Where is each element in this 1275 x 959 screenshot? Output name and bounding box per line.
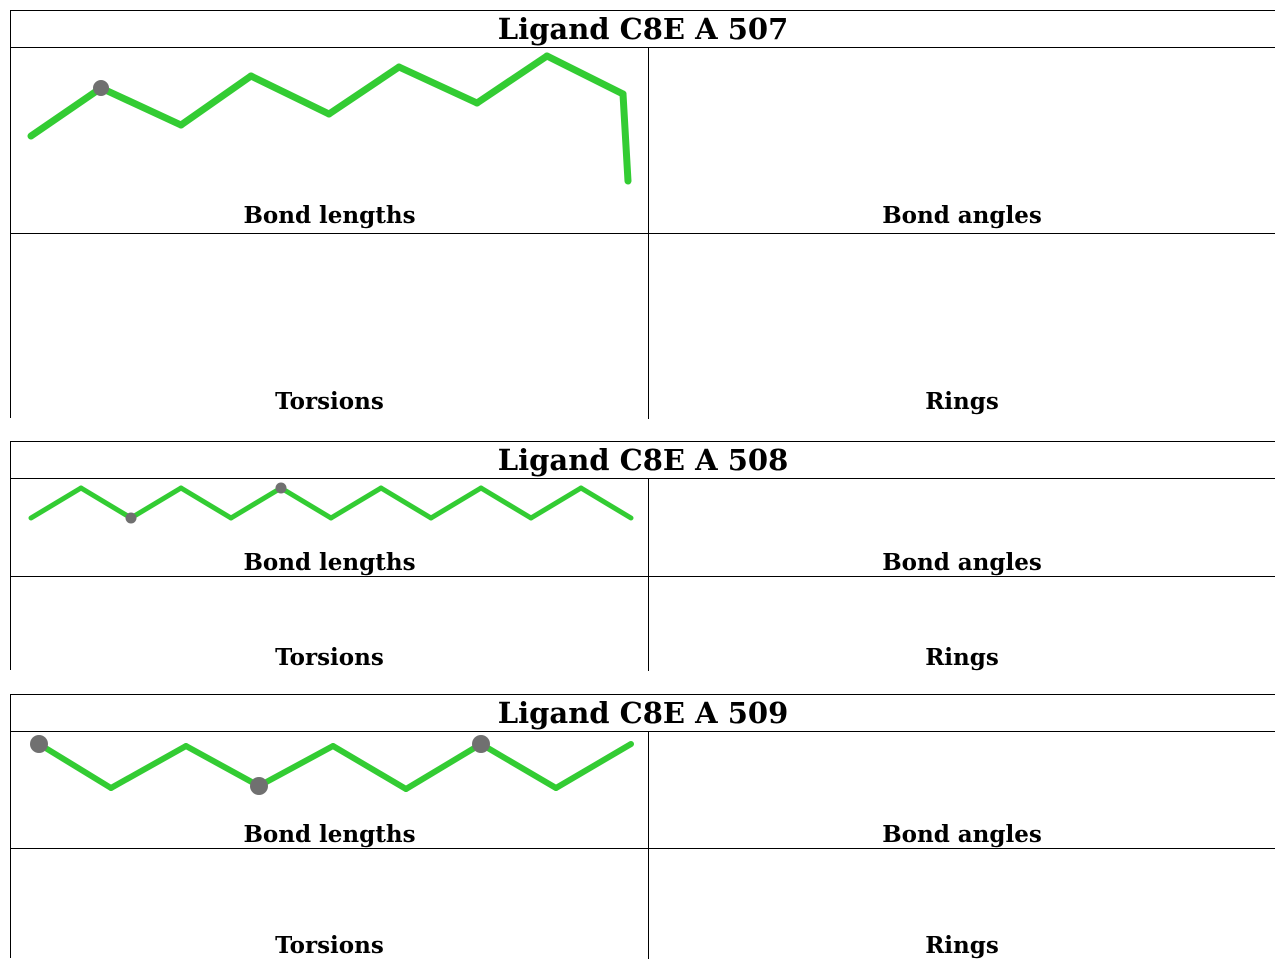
bond-outlier [478,485,534,521]
bond-outlier [473,52,551,107]
bond-outlier [578,485,634,521]
bond-outlier [108,743,189,791]
ligand-title: Ligand C8E A 508 [11,442,1275,479]
atom-marker [472,735,490,753]
atom-marker [30,735,48,753]
panel-label-bond-lengths: Bond lengths [243,202,416,229]
row-divider [11,233,1275,234]
panel-label-torsions: Torsions [275,644,384,671]
panel-bond-lengths: Bond lengths [11,479,648,576]
panel-bond-angles: Bond angles [648,479,1275,576]
panel-torsions: Torsions [11,848,648,959]
panel-bond-angles: Bond angles [648,48,1275,233]
bond-outlier [478,741,559,791]
row-divider [11,848,1275,849]
panel-rings: Rings [648,848,1275,959]
atom-marker [250,777,268,795]
ligand-block-508: Ligand C8E A 508 Bond lengths Bond angles… [10,441,1275,671]
panel-label-bond-lengths: Bond lengths [243,821,416,848]
atom-marker [275,482,287,494]
bond-outlier [278,485,334,521]
panel-label-rings: Rings [925,644,999,671]
panel-label-bond-angles: Bond angles [882,549,1042,576]
panel-label-torsions: Torsions [275,388,384,415]
bond-outlier [619,90,632,185]
ligand-block-507: Ligand C8E A 507 Bond lengths Bond angles… [10,10,1275,419]
bond-outlier [183,743,262,789]
bond-outlier [28,485,84,521]
bond-outlier [128,485,184,521]
bond-outlier [428,485,484,521]
bond-outlier [36,741,114,791]
molecule-drawing [27,52,632,185]
bond-outlier [378,485,434,521]
bond-outlier [403,741,484,792]
bond-outlier [177,72,255,129]
bond-outlier [330,743,409,792]
atom-marker [93,80,109,96]
panel-bond-lengths: Bond lengths [11,48,648,233]
panel-torsions: Torsions [11,576,648,671]
panel-rings: Rings [648,233,1275,419]
bond-outlier [325,63,403,118]
column-divider [648,479,649,671]
bond-outlier [178,485,234,521]
bond-outlier [228,485,284,521]
panel-bond-angles: Bond angles [648,732,1275,848]
column-divider [648,732,649,959]
bond-outlier [97,84,185,129]
panel-label-torsions: Torsions [275,932,384,959]
bond-outlier [27,84,105,140]
bond-outlier [247,72,333,118]
panel-label-bond-angles: Bond angles [882,202,1042,229]
bond-outlier [78,485,134,521]
bond-outlier [528,485,584,521]
molecule-drawing [30,735,634,795]
bond-outlier [395,63,481,107]
panel-rings: Rings [648,576,1275,671]
ligand-block-509: Ligand C8E A 509 Bond lengths Bond angles… [10,694,1275,959]
panel-label-bond-angles: Bond angles [882,821,1042,848]
panel-label-rings: Rings [925,388,999,415]
bond-outlier [328,485,384,521]
bond-outlier [553,741,634,791]
ligand-title: Ligand C8E A 507 [11,11,1275,48]
panel-bond-lengths: Bond lengths [11,732,648,848]
panel-label-rings: Rings [925,932,999,959]
panel-label-bond-lengths: Bond lengths [243,549,416,576]
bond-outlier [543,52,627,98]
atom-marker [125,512,137,524]
molecule-drawing [28,482,634,524]
panel-torsions: Torsions [11,233,648,419]
ligand-title: Ligand C8E A 509 [11,695,1275,732]
bond-outlier [256,743,336,789]
row-divider [11,576,1275,577]
